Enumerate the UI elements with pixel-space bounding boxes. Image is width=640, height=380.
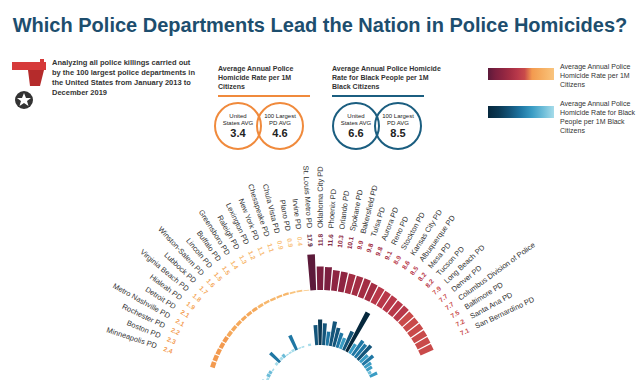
svg-text:Mesa PD: Mesa PD [426, 240, 453, 271]
svg-text:Reno PD: Reno PD [389, 214, 411, 247]
svg-text:0.9: 0.9 [276, 240, 285, 251]
svg-text:Orlando PD: Orlando PD [337, 189, 352, 230]
html-text:100 Largest PD AVG: 100 Largest PD AVG [382, 112, 414, 126]
html-text:3.4: 3.4 [230, 126, 246, 139]
svg-text:San Bernardino PD: San Bernardino PD [474, 295, 537, 331]
html-text:6.6: 6.6 [348, 126, 364, 139]
html-text:Analyzing all police killings: Analyzing all police killings carried ou… [52, 58, 195, 97]
svg-text:2.4: 2.4 [163, 345, 174, 355]
svg-text:0.9: 0.9 [286, 238, 295, 249]
svg-text:2.1: 2.1 [180, 308, 192, 319]
svg-text:Buffalo PD: Buffalo PD [194, 228, 223, 264]
html-text:Which Police Departments Lead: Which Police Departments Lead the Nation… [12, 14, 628, 36]
svg-text:7.1: 7.1 [459, 326, 471, 336]
svg-text:7.7: 7.7 [437, 292, 449, 304]
svg-text:9.8: 9.8 [365, 242, 375, 253]
svg-text:Chula Vista PD: Chula Vista PD [261, 183, 282, 235]
html-text:4.6: 4.6 [272, 126, 288, 139]
svg-text:Albuquerque PD: Albuquerque PD [417, 213, 457, 264]
svg-text:Winston-Salem PD: Winston-Salem PD [156, 224, 206, 278]
svg-text:Boston PD: Boston PD [125, 318, 163, 341]
svg-text:Lexington PD: Lexington PD [224, 201, 252, 247]
svg-text:8.2: 8.2 [423, 277, 436, 289]
svg-text:1.4: 1.4 [229, 259, 240, 271]
svg-text:11.6: 11.6 [326, 234, 334, 247]
svg-text:1.8: 1.8 [191, 292, 203, 303]
svg-text:Raleigh PD: Raleigh PD [215, 213, 242, 252]
svg-text:Baltimore PD: Baltimore PD [462, 280, 505, 312]
svg-text:1.1: 1.1 [257, 246, 267, 257]
svg-text:Lubbock PD: Lubbock PD [162, 250, 199, 286]
svg-text:Santa Ana PD: Santa Ana PD [468, 290, 514, 321]
svg-text:1.1: 1.1 [266, 242, 276, 253]
svg-text:2.1: 2.1 [174, 317, 186, 328]
svg-text:8.5: 8.5 [408, 264, 420, 277]
svg-text:7.5: 7.5 [449, 308, 461, 319]
svg-text:10.1: 10.1 [345, 236, 354, 250]
svg-text:7.9: 7.9 [430, 284, 443, 296]
svg-text:Long Beach PD: Long Beach PD [442, 242, 487, 286]
svg-text:Spokane PD: Spokane PD [348, 188, 365, 232]
svg-text:Hialeah PD: Hialeah PD [148, 272, 184, 302]
svg-text:Detroit PD: Detroit PD [143, 284, 178, 311]
svg-text:Tulsa PD: Tulsa PD [369, 206, 387, 238]
svg-text:Greensboro PD: Greensboro PD [196, 208, 233, 257]
svg-text:Phoenix PD: Phoenix PD [327, 188, 339, 229]
svg-text:Denver PD: Denver PD [449, 263, 484, 294]
svg-text:Bakersfield PD: Bakersfield PD [358, 184, 380, 235]
svg-text:2.3: 2.3 [166, 335, 177, 345]
html-text:8.5: 8.5 [390, 126, 406, 139]
svg-text:8.2: 8.2 [416, 270, 428, 283]
svg-text:Plano PD: Plano PD [278, 199, 293, 232]
svg-text:7.7: 7.7 [444, 300, 456, 311]
svg-text:Metro Nashville PD: Metro Nashville PD [111, 281, 172, 321]
html-text:100 Largest PD AVG: 100 Largest PD AVG [264, 112, 296, 126]
svg-text:New York PD: New York PD [236, 197, 262, 242]
html-text:Average Annual Police Homicide: Average Annual Police Homicide Rate for … [560, 100, 636, 134]
svg-text:8.6: 8.6 [400, 259, 411, 271]
svg-text:10.3: 10.3 [336, 234, 345, 248]
html-text:United States AVG: United States AVG [340, 112, 372, 126]
svg-text:2.2: 2.2 [170, 326, 182, 336]
svg-text:Rochester PD: Rochester PD [120, 301, 167, 331]
svg-text:Columbus Division of Police: Columbus Division of Police [456, 240, 536, 302]
svg-text:Minneapolis PD: Minneapolis PD [105, 325, 159, 351]
svg-text:7.2: 7.2 [454, 317, 466, 328]
html-text:Average Annual Police Homicide: Average Annual Police Homicide Rate per … [218, 65, 294, 90]
svg-text:1.7: 1.7 [198, 284, 210, 296]
svg-text:Virginia Beach PD: Virginia Beach PD [138, 247, 191, 294]
svg-text:Lincoln PD: Lincoln PD [184, 236, 215, 270]
svg-text:1.5: 1.5 [213, 271, 224, 283]
svg-text:Stockton PD: Stockton PD [398, 210, 427, 252]
svg-text:9.8: 9.8 [374, 245, 384, 256]
svg-text:1.9: 1.9 [185, 300, 197, 311]
svg-text:1.2: 1.2 [247, 249, 257, 260]
svg-text:Oklahoma City PD: Oklahoma City PD [316, 166, 325, 228]
svg-text:1.3: 1.3 [238, 254, 249, 266]
svg-text:9.9: 9.9 [355, 239, 364, 250]
svg-text:Irvine PD: Irvine PD [290, 198, 303, 230]
html-text:United States AVG: United States AVG [222, 112, 254, 126]
html-text:Average Annual Police Homicide: Average Annual Police Homicide Rate per … [560, 63, 631, 88]
svg-text:11.8: 11.8 [317, 233, 324, 246]
svg-text:0.4: 0.4 [296, 236, 304, 246]
html-text:Average Annual Police Homicide: Average Annual Police Homicide Rate for … [332, 65, 441, 90]
svg-text:Kansas City PD: Kansas City PD [408, 208, 445, 258]
svg-text:1.5: 1.5 [221, 265, 232, 277]
svg-text:9.1: 9.1 [383, 249, 393, 261]
svg-text:8.9: 8.9 [392, 254, 403, 266]
svg-text:17.9: 17.9 [306, 234, 314, 247]
svg-text:St. Louis Metro PD: St. Louis Metro PD [301, 165, 314, 229]
svg-text:Chesapeake PD: Chesapeake PD [246, 182, 272, 238]
svg-text:Aurora PD: Aurora PD [379, 205, 401, 242]
svg-text:1.6: 1.6 [205, 277, 217, 289]
svg-text:Tucson PD: Tucson PD [434, 244, 467, 278]
